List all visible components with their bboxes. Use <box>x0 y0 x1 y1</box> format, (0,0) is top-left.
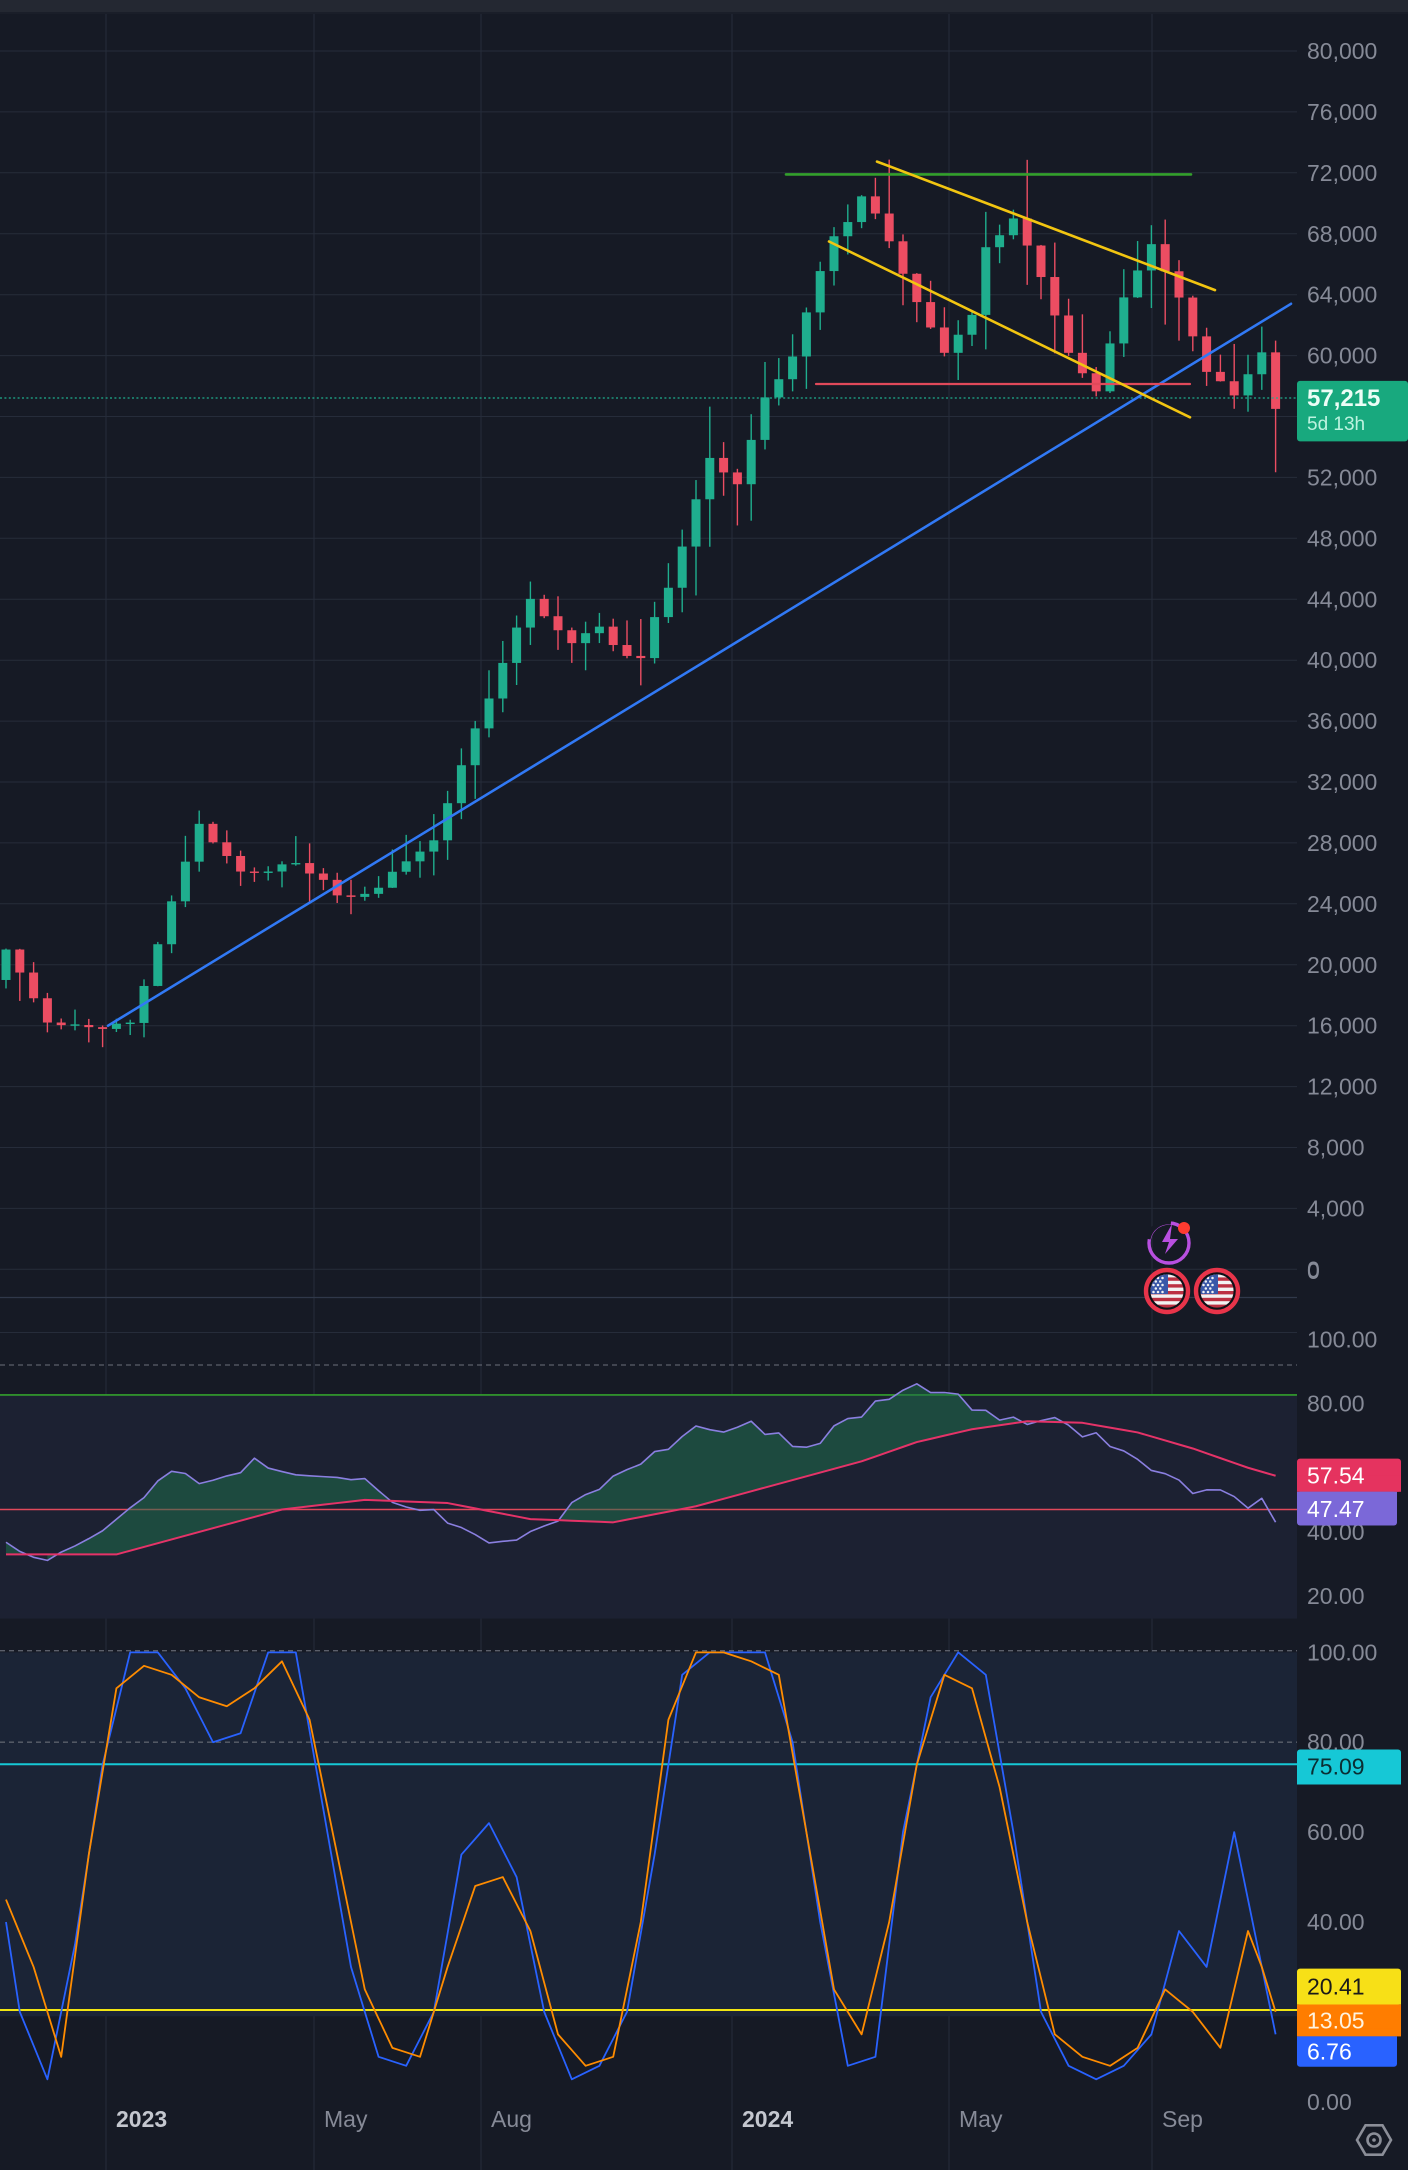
svg-text:5d 13h: 5d 13h <box>1307 414 1365 435</box>
svg-text:13.05: 13.05 <box>1307 2008 1365 2034</box>
svg-text:May: May <box>959 2106 1003 2132</box>
svg-text:6.76: 6.76 <box>1307 2038 1352 2064</box>
svg-text:4,000: 4,000 <box>1307 1195 1365 1221</box>
svg-text:47.47: 47.47 <box>1307 1496 1365 1522</box>
svg-text:20.00: 20.00 <box>1307 1583 1365 1609</box>
svg-text:72,000: 72,000 <box>1307 160 1377 186</box>
svg-text:12,000: 12,000 <box>1307 1074 1377 1100</box>
svg-text:16,000: 16,000 <box>1307 1013 1377 1039</box>
svg-text:0: 0 <box>1307 1258 1320 1284</box>
svg-text:32,000: 32,000 <box>1307 769 1377 795</box>
svg-text:40.00: 40.00 <box>1307 1909 1365 1935</box>
svg-text:57.54: 57.54 <box>1307 1463 1365 1489</box>
svg-text:75.09: 75.09 <box>1307 1754 1365 1780</box>
svg-text:76,000: 76,000 <box>1307 99 1377 125</box>
svg-text:8,000: 8,000 <box>1307 1135 1365 1161</box>
svg-text:60,000: 60,000 <box>1307 343 1377 369</box>
svg-text:100.00: 100.00 <box>1307 1639 1377 1665</box>
svg-text:52,000: 52,000 <box>1307 464 1377 490</box>
svg-text:24,000: 24,000 <box>1307 891 1377 917</box>
svg-text:68,000: 68,000 <box>1307 221 1377 247</box>
svg-text:100.00: 100.00 <box>1307 1326 1377 1352</box>
svg-text:48,000: 48,000 <box>1307 525 1377 551</box>
svg-text:0.00: 0.00 <box>1307 2089 1352 2115</box>
svg-text:60.00: 60.00 <box>1307 1819 1365 1845</box>
svg-text:Aug: Aug <box>491 2106 532 2132</box>
svg-text:20,000: 20,000 <box>1307 952 1377 978</box>
svg-text:20.41: 20.41 <box>1307 1974 1365 2000</box>
svg-text:36,000: 36,000 <box>1307 708 1377 734</box>
svg-text:May: May <box>324 2106 368 2132</box>
svg-text:57,215: 57,215 <box>1307 385 1380 412</box>
svg-text:64,000: 64,000 <box>1307 282 1377 308</box>
svg-text:80.00: 80.00 <box>1307 1391 1365 1417</box>
svg-text:28,000: 28,000 <box>1307 830 1377 856</box>
svg-text:2024: 2024 <box>742 2106 793 2132</box>
svg-text:40,000: 40,000 <box>1307 647 1377 673</box>
svg-text:44,000: 44,000 <box>1307 586 1377 612</box>
svg-text:2023: 2023 <box>116 2106 167 2132</box>
svg-text:Sep: Sep <box>1162 2106 1203 2132</box>
svg-text:80,000: 80,000 <box>1307 38 1377 64</box>
